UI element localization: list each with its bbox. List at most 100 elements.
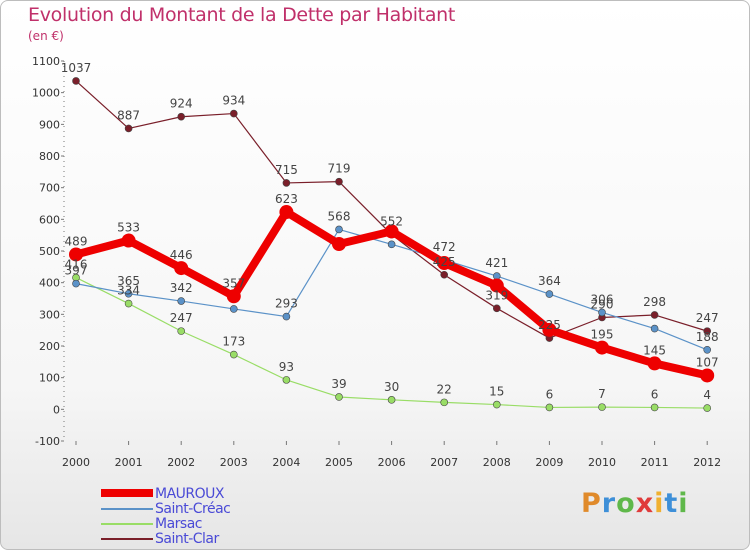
y-tick-label: 200 xyxy=(39,340,60,353)
data-label-saint-cr-ac: 472 xyxy=(433,240,456,254)
data-point-marsac xyxy=(177,327,185,335)
x-tick-label: 2004 xyxy=(272,456,300,469)
x-tick-label: 2012 xyxy=(693,456,721,469)
legend-swatch xyxy=(101,538,153,540)
data-label-saint-clar: 719 xyxy=(328,162,351,176)
data-point-marsac xyxy=(703,404,712,412)
data-point-mauroux xyxy=(226,289,241,304)
data-point-marsac xyxy=(440,398,449,407)
data-label-mauroux: 533 xyxy=(117,221,140,235)
data-point-saint-cr-ac xyxy=(230,305,238,313)
data-point-marsac xyxy=(124,299,133,308)
data-point-marsac xyxy=(492,400,501,409)
data-point-saint-clar xyxy=(230,109,238,118)
data-label-saint-cr-ac: 364 xyxy=(538,274,561,288)
data-label-marsac: 39 xyxy=(331,377,346,391)
data-point-saint-cr-ac xyxy=(545,290,554,298)
data-label-marsac: 7 xyxy=(598,387,606,401)
x-tick-label: 2006 xyxy=(378,456,406,469)
data-point-mauroux xyxy=(489,278,504,293)
data-label-saint-clar: 715 xyxy=(275,163,298,177)
data-point-mauroux xyxy=(437,256,452,271)
data-point-saint-clar xyxy=(703,327,712,335)
data-point-saint-cr-ac xyxy=(650,324,659,333)
data-label-saint-clar: 887 xyxy=(117,108,140,122)
x-tick-label: 2003 xyxy=(220,456,248,469)
data-label-marsac: 30 xyxy=(384,380,399,394)
legend-label: MAUROUX xyxy=(155,486,225,502)
legend-item-marsac: Marsac xyxy=(101,516,341,532)
legend-item-saint-cr-ac: Saint-Créac xyxy=(101,501,341,517)
data-label-mauroux: 107 xyxy=(696,355,719,369)
data-label-mauroux: 145 xyxy=(643,343,666,357)
y-tick-label: 600 xyxy=(39,213,60,226)
data-label-saint-cr-ac: 365 xyxy=(117,274,140,288)
legend-item-mauroux: MAUROUX xyxy=(101,486,341,502)
data-point-marsac xyxy=(335,393,343,401)
data-point-saint-cr-ac xyxy=(703,345,712,354)
data-point-mauroux xyxy=(700,368,715,383)
data-point-saint-clar xyxy=(650,311,659,319)
data-point-saint-cr-ac xyxy=(177,297,185,305)
legend-label: Marsac xyxy=(155,516,202,532)
data-point-saint-cr-ac xyxy=(282,312,291,321)
data-label-marsac: 247 xyxy=(170,311,193,325)
legend-label: Saint-Créac xyxy=(155,501,231,517)
legend-item-saint-clar: Saint-Clar xyxy=(101,531,341,547)
data-label-mauroux: 357 xyxy=(222,276,245,290)
legend-label: Saint-Clar xyxy=(155,531,219,547)
x-tick-label: 2007 xyxy=(430,456,458,469)
data-label-mauroux: 195 xyxy=(591,328,614,342)
data-point-marsac xyxy=(387,396,396,404)
y-tick-label: 1000 xyxy=(32,87,60,100)
data-point-saint-clar xyxy=(177,112,185,121)
y-tick-label: 300 xyxy=(39,308,60,321)
y-tick-label: 100 xyxy=(39,372,60,385)
axes: -100 0 100 200 300 400 500 600 700 800 900 1000 1100… xyxy=(32,55,721,469)
data-point-saint-clar xyxy=(492,304,501,313)
data-point-saint-cr-ac xyxy=(492,272,501,280)
data-label-mauroux: 623 xyxy=(275,192,298,206)
data-label-saint-clar: 934 xyxy=(222,94,245,108)
data-label-saint-clar: 552 xyxy=(380,215,403,229)
legend-swatch xyxy=(101,489,153,497)
data-point-mauroux xyxy=(69,247,83,262)
data-label-marsac: 22 xyxy=(437,382,452,396)
data-label-saint-clar: 225 xyxy=(538,318,561,332)
data-point-mauroux xyxy=(121,233,136,248)
data-point-mauroux xyxy=(332,237,346,252)
data-label-saint-cr-ac: 397 xyxy=(65,264,88,278)
data-label-saint-clar: 924 xyxy=(170,97,193,111)
y-tick-label: 800 xyxy=(39,150,60,163)
data-point-saint-cr-ac xyxy=(124,289,133,298)
data-label-mauroux: 489 xyxy=(65,234,88,248)
data-point-saint-clar xyxy=(72,77,80,85)
data-point-marsac xyxy=(598,403,606,411)
data-label-saint-cr-ac: 188 xyxy=(696,330,719,344)
chart-subtitle: (en €) xyxy=(28,29,64,43)
y-tick-label: -100 xyxy=(35,435,60,448)
data-point-mauroux xyxy=(647,356,662,371)
x-tick-label: 2008 xyxy=(483,456,511,469)
data-point-saint-cr-ac xyxy=(387,240,396,249)
data-label-saint-cr-ac: 568 xyxy=(328,209,351,223)
x-tick-label: 2009 xyxy=(535,456,563,469)
data-point-mauroux xyxy=(174,261,189,276)
y-tick-label: 700 xyxy=(39,182,60,195)
data-point-saint-cr-ac xyxy=(72,279,80,288)
data-point-mauroux xyxy=(595,340,609,355)
data-label-marsac: 173 xyxy=(222,335,245,349)
data-label-saint-cr-ac: 293 xyxy=(275,297,298,311)
data-label-marsac: 4 xyxy=(703,388,711,402)
data-point-mauroux xyxy=(384,224,399,239)
data-label-marsac: 334 xyxy=(117,284,140,298)
data-point-saint-clar xyxy=(335,177,343,186)
y-tick-label: 900 xyxy=(39,118,60,131)
x-tick-label: 2011 xyxy=(641,456,669,469)
data-label-mauroux: 446 xyxy=(170,248,193,262)
y-tick-label: 400 xyxy=(39,277,60,290)
data-label-saint-clar: 290 xyxy=(591,298,614,312)
data-point-marsac xyxy=(545,403,554,412)
data-point-saint-clar xyxy=(124,124,133,133)
